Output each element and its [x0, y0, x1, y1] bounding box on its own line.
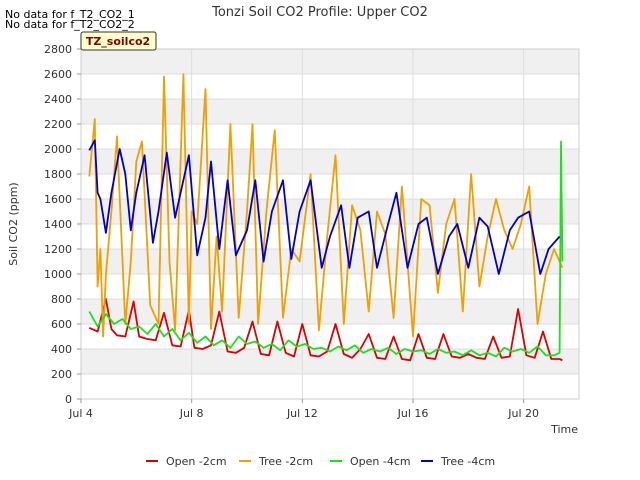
legend-label: Tree -2cm: [258, 455, 313, 468]
y-tick-label: 800: [51, 293, 72, 306]
legend-item: Open -2cm: [146, 455, 227, 468]
y-tick-label: 400: [51, 343, 72, 356]
x-tick-label: Jul 12: [286, 407, 318, 420]
x-tick-label: Jul 20: [507, 407, 539, 420]
legend-item: Tree -2cm: [239, 455, 313, 468]
y-tick-label: 1400: [44, 218, 72, 231]
background-band: [81, 349, 579, 374]
x-tick-label: Jul 16: [397, 407, 429, 420]
x-axis: Jul 4 Jul 8 Jul 12 Jul 16 Jul 20: [68, 399, 539, 420]
legend-item: Tree -4cm: [421, 455, 495, 468]
series-line-open-2cm: [88, 298, 563, 362]
legend-item: Open -4cm: [330, 455, 411, 468]
background-band: [81, 49, 579, 74]
legend-label: Open -4cm: [350, 455, 411, 468]
y-tick-label: 2200: [44, 118, 72, 131]
y-tick-label: 0: [65, 393, 72, 406]
series-line-tree-2cm: [88, 73, 564, 338]
tag-box-background: [80, 31, 157, 51]
chart-title: Tonzi Soil CO2 Profile: Upper CO2: [211, 5, 428, 20]
background-band: [81, 149, 579, 174]
x-axis-label: Time: [550, 423, 578, 436]
series-line-open-4cm: [88, 140, 564, 358]
y-tick-label: 2000: [44, 143, 72, 156]
legend: Open -2cm Tree -2cm Open -4cm Tree -4cm: [146, 455, 495, 468]
y-axis-label: Soil CO2 (ppm): [7, 182, 20, 265]
y-tick-label: 2800: [44, 43, 72, 56]
y-tick-label: 200: [51, 368, 72, 381]
y-tick-label: 2400: [44, 93, 72, 106]
y-axis: 0 200 400 600 800 1000 1200 1400 1600 1800 2000 220…: [44, 43, 81, 406]
no-data-note-2: No data for f_T2_CO2_2: [5, 18, 135, 31]
x-tick-label: Jul 8: [179, 407, 204, 420]
x-tick-label: Jul 4: [68, 407, 93, 420]
tag-box: TZ_soilco2: [80, 31, 157, 51]
y-tick-label: 1600: [44, 193, 72, 206]
series-line-tree-4cm: [88, 139, 561, 275]
tag-label: TZ_soilco2: [86, 35, 150, 48]
legend-label: Tree -4cm: [440, 455, 495, 468]
y-tick-label: 1200: [44, 243, 72, 256]
no-data-note-1: No data for f_T2_CO2_1: [5, 8, 135, 21]
background-band: [81, 99, 579, 124]
legend-label: Open -2cm: [166, 455, 227, 468]
background-band: [81, 299, 579, 324]
y-tick-label: 1000: [44, 268, 72, 281]
y-tick-label: 2600: [44, 68, 72, 81]
series-lines: [88, 73, 564, 362]
y-tick-label: 1800: [44, 168, 72, 181]
y-tick-label: 600: [51, 318, 72, 331]
